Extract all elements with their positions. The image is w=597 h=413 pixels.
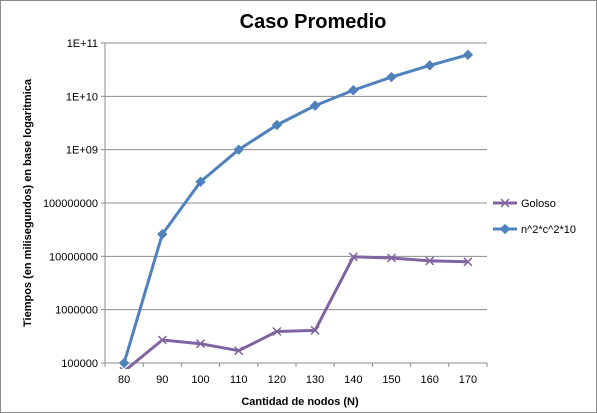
series-goloso — [119, 252, 473, 369]
y-tick-label: 1E+10 — [66, 91, 98, 103]
series-line-goloso — [124, 255, 468, 369]
legend-label: Goloso — [521, 198, 556, 210]
legend-item-n-2-c-2-10: n^2*c^2*10 — [493, 223, 576, 236]
x-tick-label: 90 — [156, 374, 168, 386]
legend: Goloso n^2*c^2*10 — [493, 198, 576, 236]
x-marker-stroke — [348, 252, 358, 262]
y-tick-label: 1E+09 — [66, 145, 98, 157]
series-n-2-c-2-10-point — [118, 357, 130, 369]
series-n-2-c-2-10-point — [233, 144, 244, 155]
x-tick-label: 150 — [382, 374, 400, 386]
series-n-2-c-2-10 — [118, 49, 474, 369]
y-tick-label: 1000000 — [55, 305, 98, 317]
series-n-2-c-2-10-point — [195, 176, 206, 187]
series-goloso-point — [348, 252, 358, 262]
series-n-2-c-2-10-point — [309, 100, 321, 111]
y-axis-ticks: 100000 1000000 10000000 100000000 1E+09 1E+10… — [43, 38, 98, 370]
series-n-2-c-2-10-point — [157, 228, 168, 240]
x-tick-label: 80 — [118, 374, 130, 386]
axes — [101, 42, 488, 367]
series-goloso-point — [463, 257, 473, 267]
x-marker-stroke — [463, 257, 473, 267]
x-marker-stroke — [272, 326, 282, 337]
plot-series — [118, 49, 474, 369]
series-n-2-c-2-10-point — [462, 49, 474, 61]
x-marker-stroke — [234, 346, 244, 356]
series-n-2-c-2-10-point — [348, 85, 359, 96]
legend-swatch-point — [499, 223, 511, 235]
series-goloso-point — [157, 335, 167, 345]
series-goloso-point — [272, 326, 282, 337]
x-marker-stroke — [157, 335, 167, 345]
legend-swatch-point — [500, 198, 510, 208]
y-tick-label: 1E+11 — [67, 38, 98, 50]
x-tick-label: 110 — [230, 374, 248, 386]
x-marker-stroke — [386, 253, 397, 263]
x-tick-label: 140 — [344, 374, 362, 386]
series-goloso-point — [195, 339, 206, 349]
x-marker-stroke — [425, 256, 435, 266]
series-n-2-c-2-10-point — [271, 119, 283, 131]
x-marker-stroke — [119, 366, 123, 369]
y-tick-label: 10000000 — [49, 251, 98, 263]
gridlines — [105, 42, 487, 364]
x-marker-stroke — [195, 339, 206, 349]
legend-item-goloso: Goloso — [493, 198, 556, 210]
series-goloso-point — [119, 366, 129, 369]
series-goloso-point — [386, 253, 397, 263]
x-tick-label: 130 — [306, 374, 324, 386]
series-line-n-2-c-2-10 — [122, 53, 469, 364]
x-marker-stroke — [310, 325, 320, 335]
legend-label: n^2*c^2*10 — [521, 224, 576, 236]
x-tick-label: 120 — [268, 374, 286, 386]
series-goloso-point — [425, 256, 435, 266]
chart-title: Caso Promedio — [240, 11, 387, 33]
x-marker-stroke — [125, 366, 129, 369]
y-tick-label: 100000000 — [43, 198, 98, 210]
x-axis-ticks: 80 90 100 110 120 130 140 150 160 170 — [118, 374, 477, 386]
x-tick-label: 100 — [191, 374, 209, 386]
series-n-2-c-2-10-point — [386, 71, 397, 83]
x-tick-label: 160 — [421, 374, 439, 386]
series-n-2-c-2-10-point — [424, 60, 435, 71]
x-tick-label: 170 — [459, 374, 477, 386]
y-axis-title: Tiempos (en milisegundos) en base logari… — [22, 78, 34, 327]
series-goloso-point — [310, 325, 320, 335]
x-marker-stroke — [500, 198, 510, 208]
y-tick-label: 100000 — [61, 358, 98, 370]
series-goloso-point — [234, 346, 244, 356]
x-axis-title: Cantidad de nodos (N) — [241, 396, 359, 408]
